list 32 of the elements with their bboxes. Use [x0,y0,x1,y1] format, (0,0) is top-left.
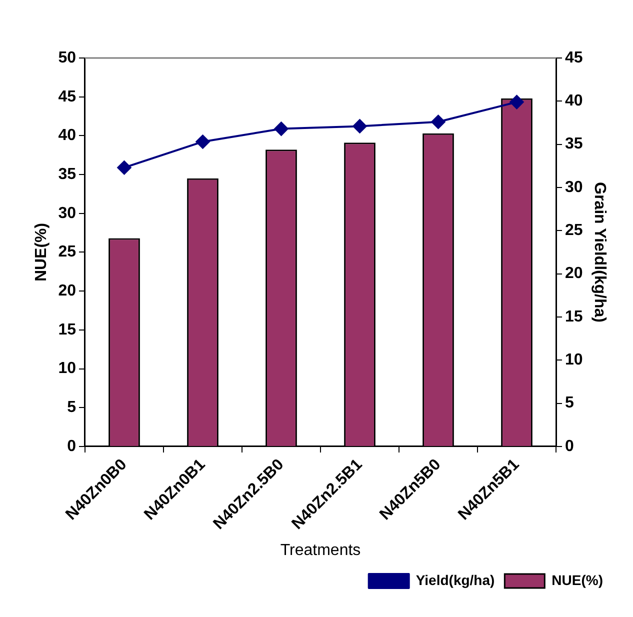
y-tick-label: 20 [58,282,76,300]
y2-tick-label: 45 [565,49,583,66]
point [117,160,132,175]
y-axis-title: NUE(%) [33,222,50,282]
point [274,122,288,136]
y2-tick-label: 25 [565,222,583,240]
y2-tick-label: 10 [565,352,583,369]
y2-tick-label: 5 [565,394,574,412]
y-tick-label: 35 [58,166,76,183]
point [510,95,524,110]
y-tick-label: 45 [58,88,76,106]
point [352,119,367,134]
point [431,114,446,129]
legend-label: NUE(%) [552,572,604,588]
y2-tick-label: 0 [565,438,574,455]
point [196,134,210,149]
x-axis-title: Treatments [280,542,361,559]
y-tick-label: 0 [67,438,76,455]
y2-axis-title: Grain Yieldl(kg/ha) [590,182,608,322]
y-tick-label: 50 [58,49,76,66]
y-tick-label: 25 [58,244,76,261]
y2-tick-label: 30 [565,178,583,196]
y-tick-label: 40 [58,127,76,144]
legend-label: Yield(kg/ha) [416,572,495,588]
y-tick-label: 10 [58,360,76,378]
y2-tick-label: 40 [565,92,583,110]
y-tick-label: 30 [58,204,76,222]
y2-tick-label: 15 [565,308,583,326]
y2-tick-label: 20 [565,265,583,282]
y2-tick-label: 35 [565,136,583,153]
y-tick-label: 15 [58,321,76,338]
y-tick-label: 5 [67,399,76,416]
